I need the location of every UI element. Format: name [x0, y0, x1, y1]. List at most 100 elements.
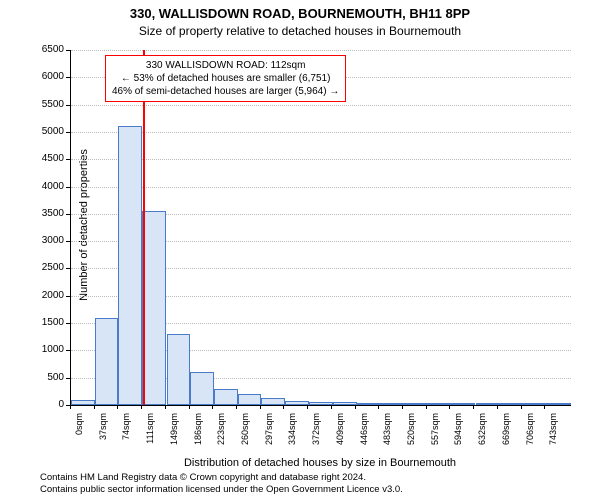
- histogram-bar: [95, 318, 119, 405]
- gridline: [71, 159, 571, 160]
- histogram-bar: [71, 400, 95, 405]
- xtick-label: 223sqm: [216, 413, 226, 473]
- annotation-line: ← 53% of detached houses are smaller (6,…: [112, 72, 339, 85]
- histogram-bar: [190, 372, 214, 405]
- ytick-label: 4000: [32, 181, 64, 192]
- histogram-bar: [167, 334, 191, 405]
- histogram-bar: [285, 401, 309, 405]
- ytick-label: 1000: [32, 344, 64, 355]
- ytick-label: 3500: [32, 208, 64, 219]
- xtick-label: 186sqm: [193, 413, 203, 473]
- xtick-label: 149sqm: [169, 413, 179, 473]
- histogram-bar: [142, 211, 166, 405]
- xtick-label: 632sqm: [477, 413, 487, 473]
- ytick-label: 0: [32, 399, 64, 410]
- xtick-mark: [212, 405, 213, 409]
- xtick-label: 483sqm: [382, 413, 392, 473]
- histogram-bar: [452, 403, 476, 405]
- footnote-line: Contains public sector information licen…: [40, 484, 403, 496]
- xtick-mark: [189, 405, 190, 409]
- histogram-bar: [404, 403, 428, 405]
- ytick-mark: [66, 350, 70, 351]
- ytick-mark: [66, 132, 70, 133]
- ytick-label: 6500: [32, 44, 64, 55]
- ytick-mark: [66, 214, 70, 215]
- xtick-mark: [402, 405, 403, 409]
- ytick-mark: [66, 241, 70, 242]
- ytick-label: 2000: [32, 290, 64, 301]
- xtick-mark: [521, 405, 522, 409]
- plot-area: [70, 50, 571, 406]
- chart-title: 330, WALLISDOWN ROAD, BOURNEMOUTH, BH11 …: [0, 6, 600, 21]
- xtick-label: 111sqm: [145, 413, 155, 473]
- annotation-line: 330 WALLISDOWN ROAD: 112sqm: [112, 59, 339, 72]
- ytick-label: 1500: [32, 317, 64, 328]
- gridline: [71, 50, 571, 51]
- xtick-mark: [497, 405, 498, 409]
- xtick-label: 37sqm: [98, 413, 108, 473]
- ytick-mark: [66, 187, 70, 188]
- xtick-mark: [260, 405, 261, 409]
- histogram-bar: [238, 394, 262, 405]
- xtick-mark: [141, 405, 142, 409]
- xtick-mark: [473, 405, 474, 409]
- histogram-bar: [214, 389, 238, 405]
- xtick-mark: [236, 405, 237, 409]
- ytick-mark: [66, 77, 70, 78]
- xtick-label: 557sqm: [430, 413, 440, 473]
- xtick-mark: [449, 405, 450, 409]
- histogram-bar: [261, 398, 285, 405]
- xtick-mark: [165, 405, 166, 409]
- xtick-label: 706sqm: [525, 413, 535, 473]
- xtick-label: 594sqm: [453, 413, 463, 473]
- ytick-label: 5000: [32, 126, 64, 137]
- ytick-mark: [66, 323, 70, 324]
- xtick-label: 669sqm: [501, 413, 511, 473]
- annotation-box: 330 WALLISDOWN ROAD: 112sqm ← 53% of det…: [105, 55, 346, 102]
- chart-subtitle: Size of property relative to detached ho…: [0, 24, 600, 38]
- histogram-bar: [118, 126, 142, 405]
- gridline: [71, 105, 571, 106]
- xtick-label: 260sqm: [240, 413, 250, 473]
- xtick-label: 334sqm: [287, 413, 297, 473]
- marker-line: [143, 50, 145, 405]
- ytick-mark: [66, 50, 70, 51]
- annotation-line: 46% of semi-detached houses are larger (…: [112, 85, 339, 98]
- ytick-mark: [66, 159, 70, 160]
- histogram-bar: [381, 403, 405, 405]
- ytick-label: 2500: [32, 262, 64, 273]
- histogram-bar: [357, 403, 381, 405]
- xtick-mark: [426, 405, 427, 409]
- xtick-label: 74sqm: [121, 413, 131, 473]
- xtick-label: 743sqm: [548, 413, 558, 473]
- xtick-label: 297sqm: [264, 413, 274, 473]
- ytick-mark: [66, 105, 70, 106]
- histogram-bar: [428, 403, 452, 405]
- xtick-mark: [355, 405, 356, 409]
- xtick-mark: [70, 405, 71, 409]
- ytick-label: 3000: [32, 235, 64, 246]
- gridline: [71, 132, 571, 133]
- gridline: [71, 187, 571, 188]
- xtick-mark: [283, 405, 284, 409]
- histogram-bar: [333, 402, 357, 405]
- xtick-label: 409sqm: [335, 413, 345, 473]
- ytick-label: 4500: [32, 153, 64, 164]
- ytick-label: 5500: [32, 99, 64, 110]
- xtick-label: 372sqm: [311, 413, 321, 473]
- xtick-label: 446sqm: [359, 413, 369, 473]
- xtick-mark: [378, 405, 379, 409]
- ytick-mark: [66, 268, 70, 269]
- ytick-mark: [66, 378, 70, 379]
- xtick-mark: [307, 405, 308, 409]
- chart-container: 330, WALLISDOWN ROAD, BOURNEMOUTH, BH11 …: [0, 0, 600, 500]
- histogram-bar: [309, 402, 333, 405]
- xtick-mark: [94, 405, 95, 409]
- ytick-label: 6000: [32, 71, 64, 82]
- xtick-label: 520sqm: [406, 413, 416, 473]
- ytick-mark: [66, 296, 70, 297]
- xtick-label: 0sqm: [74, 413, 84, 473]
- xtick-mark: [117, 405, 118, 409]
- xtick-mark: [331, 405, 332, 409]
- xtick-mark: [544, 405, 545, 409]
